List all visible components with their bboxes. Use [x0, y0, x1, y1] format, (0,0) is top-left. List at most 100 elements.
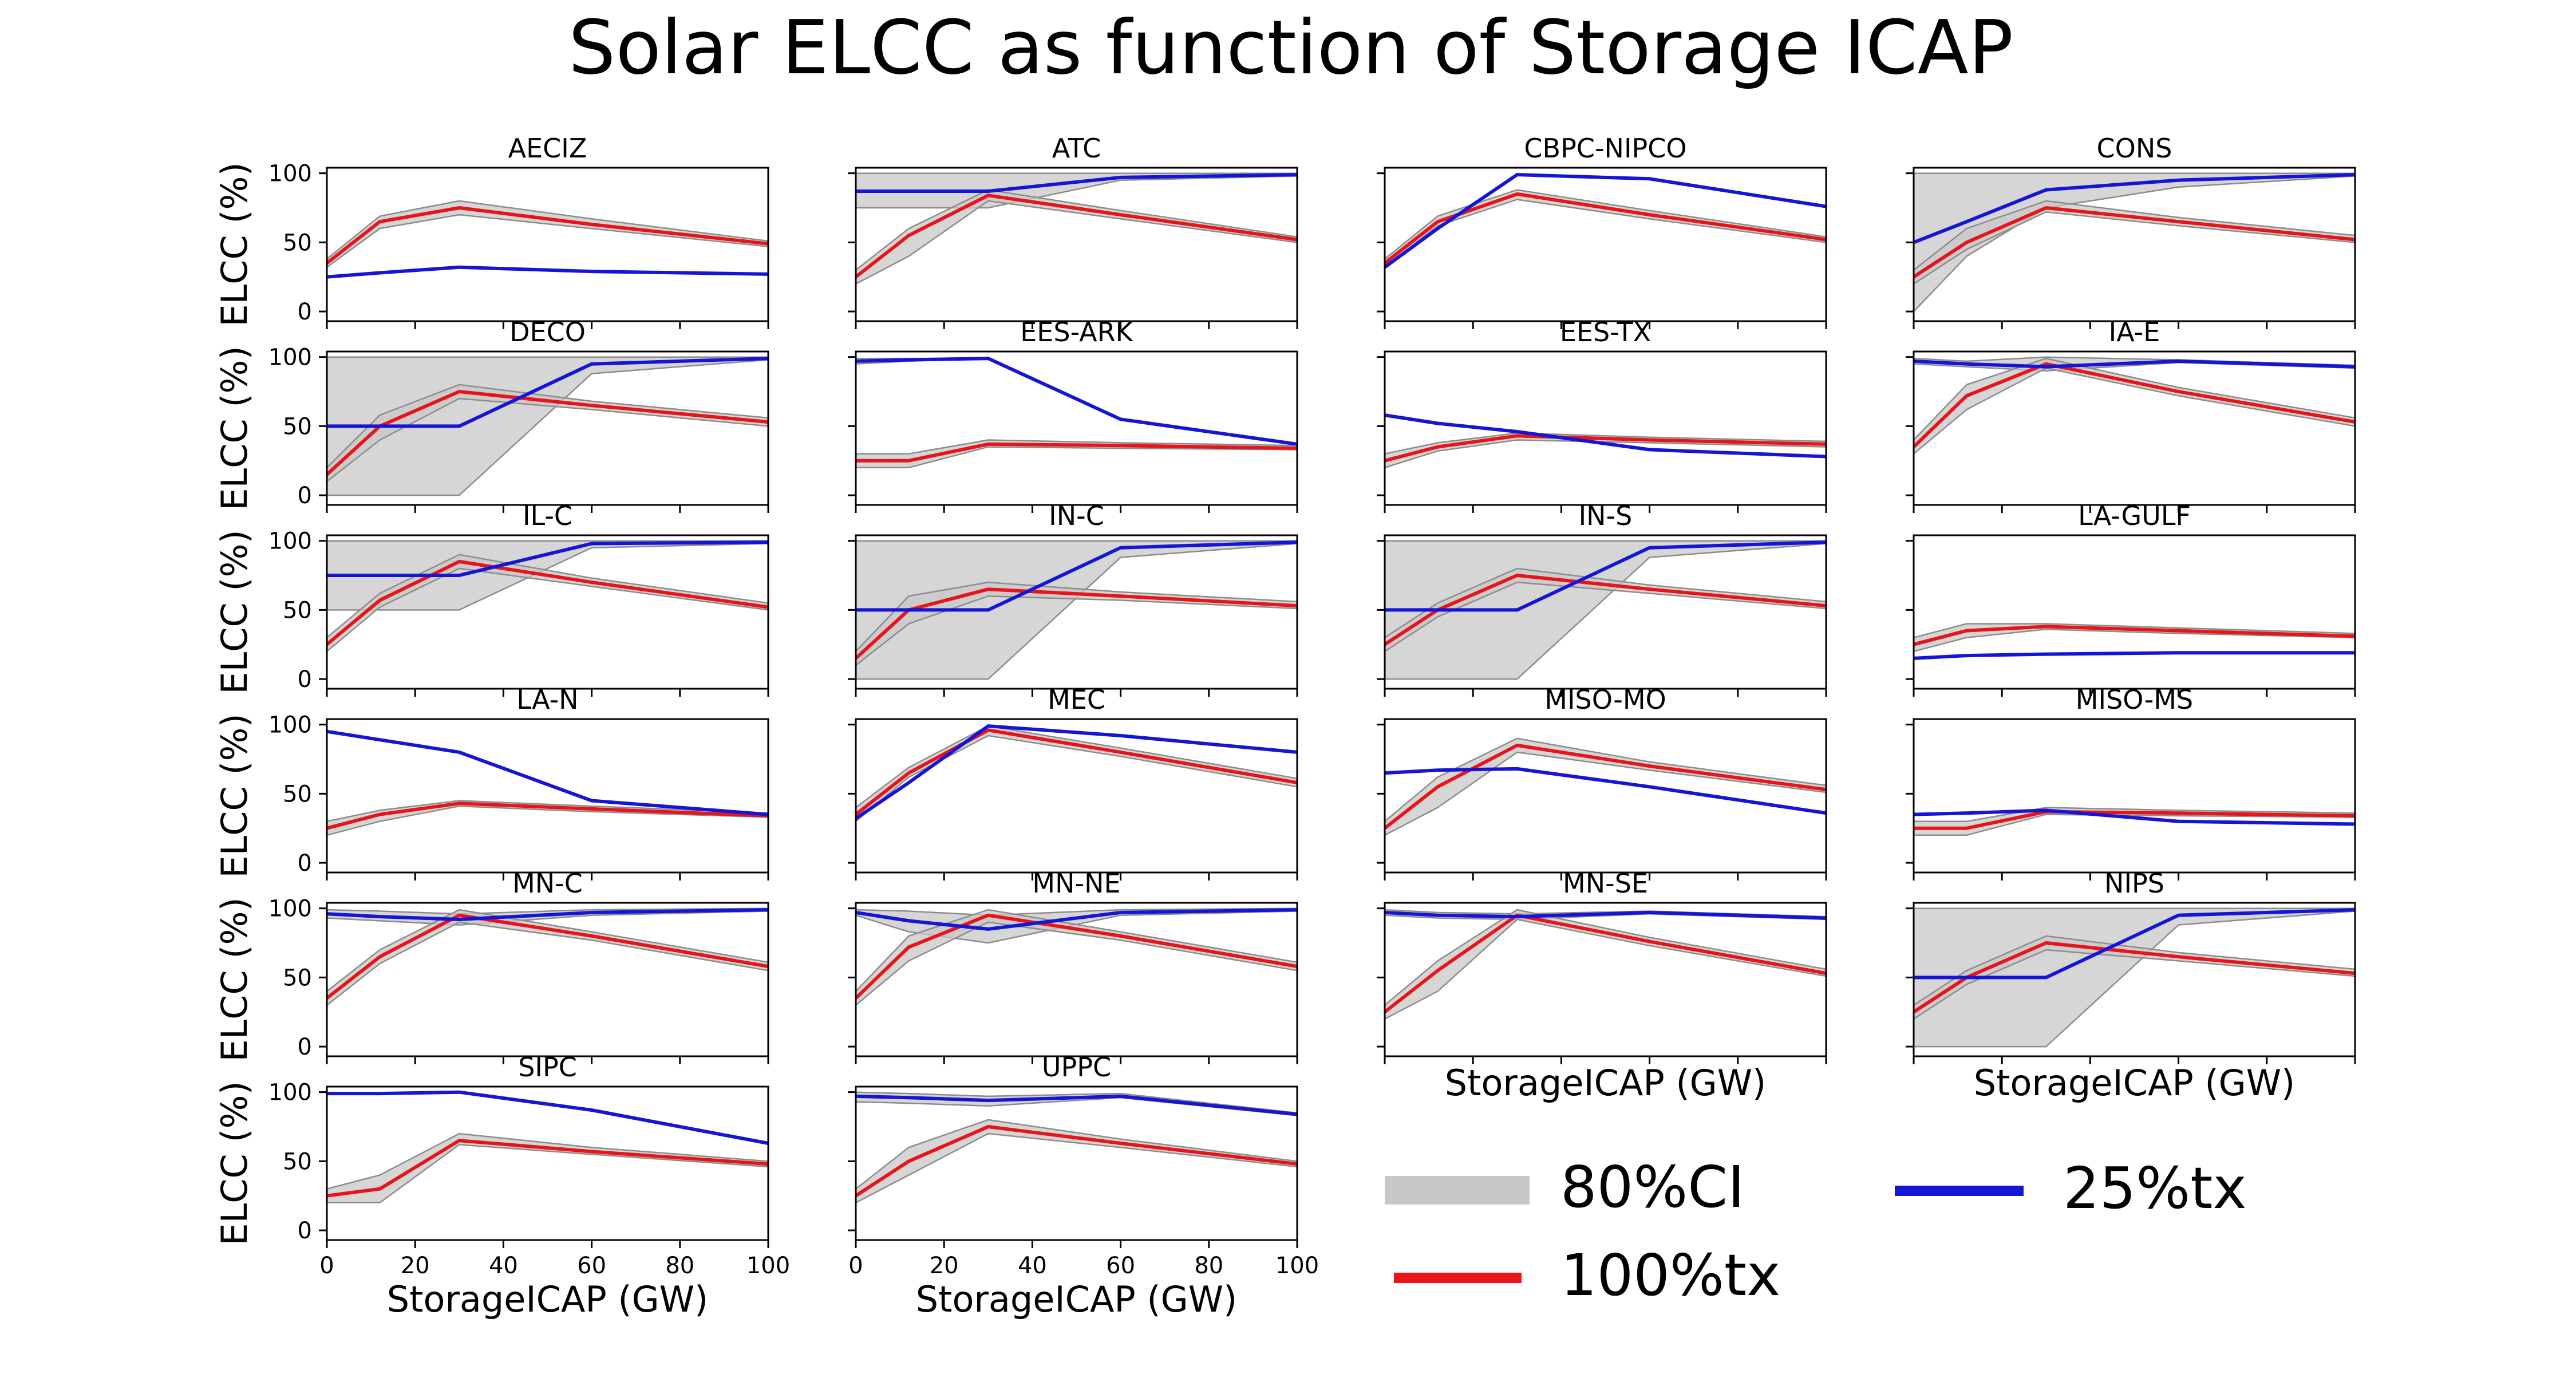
- y-axis-label: ELCC (%): [214, 530, 255, 694]
- x-tick-label: 40: [489, 1253, 518, 1279]
- y-axis-label: ELCC (%): [214, 1081, 255, 1245]
- subplot-cons: CONS: [1906, 133, 2356, 329]
- axes-frame: [1384, 350, 1827, 506]
- x-tick-label: 60: [1106, 1253, 1135, 1279]
- subplot-aeciz: 0 50 100 AECIZ ELCC (%): [214, 133, 769, 329]
- y-tick-label: 50: [283, 1148, 312, 1175]
- subplot-title: LA-GULF: [2078, 500, 2191, 531]
- subplot-title: IA-E: [2109, 317, 2160, 348]
- subplot-title: LA-N: [516, 684, 578, 715]
- x-tick-label: 40: [1018, 1253, 1047, 1279]
- axes-frame: [326, 1085, 769, 1241]
- subplot-atc: ATC: [848, 133, 1298, 329]
- y-axis-label: ELCC (%): [214, 346, 255, 510]
- subplot-ees-tx: EES-TX: [1377, 317, 1827, 513]
- subplot-uppc: 0 20 40 60 80 100 UPPC StorageICAP (GW): [848, 1052, 1319, 1320]
- y-tick-label: 0: [298, 850, 312, 876]
- subplot-ia-e: IA-E: [1906, 317, 2356, 513]
- axes-frame: [1384, 718, 1827, 874]
- axes-frame: [855, 718, 1298, 874]
- y-tick-label: 0: [298, 483, 312, 509]
- subplot-title: UPPC: [1042, 1052, 1111, 1083]
- subplot-sipc: 0 20 40 60 80 100 0 50 100 SIPC ELCC (%) StorageICA…: [214, 1052, 790, 1320]
- subplot-title: AECIZ: [508, 133, 587, 164]
- x-tick-label: 60: [577, 1253, 606, 1279]
- axes-frame: [855, 1085, 1298, 1241]
- legend-swatch-ci: [1385, 1176, 1530, 1205]
- y-tick-label: 50: [283, 965, 312, 991]
- x-tick-label: 0: [848, 1253, 863, 1279]
- subplot-title: EES-TX: [1560, 317, 1651, 348]
- subplot-title: MISO-MO: [1544, 684, 1666, 715]
- x-tick-label: 100: [1275, 1253, 1319, 1279]
- axes-frame: [855, 167, 1298, 322]
- subplot-title: MN-C: [512, 868, 583, 899]
- axes-frame: [1384, 167, 1827, 322]
- legend-label-25tx: 25%tx: [2063, 1155, 2247, 1222]
- subplot-title: SIPC: [518, 1052, 577, 1083]
- y-axis-label: ELCC (%): [214, 162, 255, 326]
- subplot-nips: NIPS StorageICAP (GW): [1906, 868, 2356, 1104]
- subplot-il-c: 0 50 100 IL-C ELCC (%): [214, 500, 769, 697]
- axes-frame: [1384, 902, 1827, 1057]
- subplot-in-s: IN-S: [1377, 500, 1827, 697]
- y-tick-label: 0: [298, 1218, 312, 1244]
- y-tick-label: 50: [283, 781, 312, 807]
- subplot-deco: 0 50 100 DECO ELCC (%): [214, 317, 769, 513]
- y-tick-label: 100: [268, 712, 312, 739]
- subplot-cbpc-nipco: CBPC-NIPCO: [1377, 133, 1827, 329]
- x-tick-label: 20: [930, 1253, 959, 1279]
- axes-frame: [326, 902, 769, 1057]
- y-tick-label: 0: [298, 299, 312, 325]
- subplot-ees-ark: EES-ARK: [848, 317, 1298, 513]
- axes-frame: [1913, 167, 2356, 322]
- y-tick-label: 0: [298, 1034, 312, 1060]
- x-tick-label: 0: [319, 1253, 334, 1279]
- axes-frame: [1913, 350, 2356, 506]
- subplot-title: IN-S: [1579, 500, 1633, 531]
- axes-frame: [326, 167, 769, 322]
- legend-label-ci: 80%CI: [1560, 1154, 1745, 1221]
- subplot-in-c: IN-C: [848, 500, 1298, 697]
- subplot-title: ATC: [1052, 133, 1101, 164]
- subplot-mn-c: 0 50 100 MN-C ELCC (%): [214, 868, 769, 1064]
- legend-label-100tx: 100%tx: [1560, 1242, 1780, 1309]
- y-tick-label: 100: [268, 896, 312, 922]
- axes-frame: [855, 350, 1298, 506]
- subplot-la-n: 0 50 100 LA-N ELCC (%): [214, 684, 769, 881]
- axes-frame: [326, 350, 769, 506]
- x-axis-label: StorageICAP (GW): [916, 1278, 1237, 1320]
- subplot-mn-se: MN-SE StorageICAP (GW): [1377, 868, 1827, 1104]
- subplot-grid: 0 50 100 AECIZ ELCC (%) ATC CBPC-NIPCO CONS 0 50 1…: [214, 133, 2356, 1320]
- subplot-la-gulf: LA-GULF: [1906, 500, 2356, 697]
- x-tick-label: 20: [401, 1253, 430, 1279]
- y-axis-label: ELCC (%): [214, 897, 255, 1061]
- axes-frame: [1913, 902, 2356, 1057]
- y-axis-label: ELCC (%): [214, 713, 255, 878]
- subplot-title: MEC: [1048, 684, 1105, 715]
- legend: 80%CI 100%tx 25%tx: [1385, 1154, 2247, 1309]
- y-tick-label: 50: [283, 413, 312, 440]
- y-tick-label: 0: [298, 666, 312, 693]
- axes-frame: [326, 718, 769, 874]
- subplot-title: CBPC-NIPCO: [1524, 133, 1686, 164]
- subplot-title: IL-C: [523, 500, 572, 531]
- subplot-mn-ne: MN-NE: [848, 868, 1298, 1064]
- x-tick-label: 80: [665, 1253, 694, 1279]
- y-tick-label: 100: [268, 161, 312, 187]
- subplot-title: IN-C: [1049, 500, 1104, 531]
- subplot-title: MN-NE: [1032, 868, 1120, 899]
- subplot-mec: MEC: [848, 684, 1298, 881]
- subplot-title: MISO-MS: [2076, 684, 2193, 715]
- subplot-title: DECO: [509, 317, 586, 348]
- axes-frame: [1384, 534, 1827, 690]
- y-tick-label: 50: [283, 230, 312, 256]
- axes-frame: [1913, 718, 2356, 874]
- y-tick-label: 100: [268, 345, 312, 371]
- y-tick-label: 100: [268, 1080, 312, 1106]
- axes-frame: [1913, 534, 2356, 690]
- subplot-title: MN-SE: [1563, 868, 1648, 899]
- subplot-title: NIPS: [2104, 868, 2164, 899]
- subplot-title: EES-ARK: [1020, 317, 1133, 348]
